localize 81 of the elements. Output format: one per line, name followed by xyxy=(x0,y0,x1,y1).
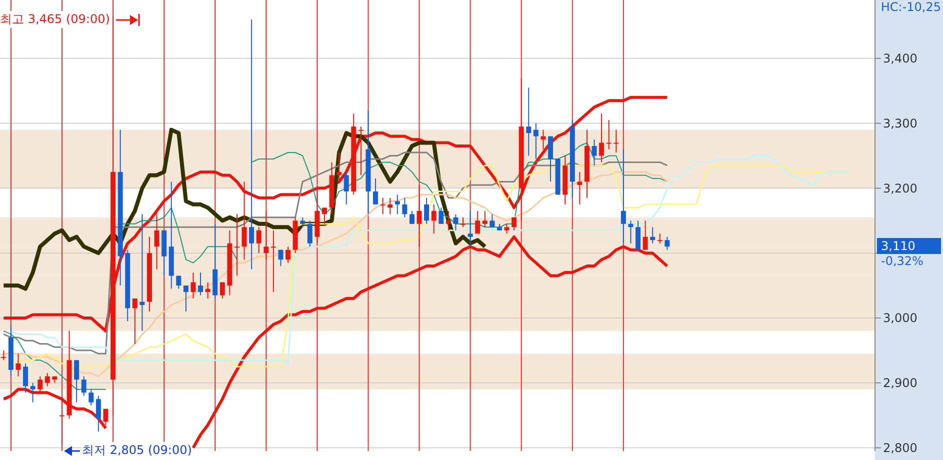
candlestick xyxy=(344,171,349,205)
candlestick xyxy=(614,129,619,153)
y-tick-label: 3,000 xyxy=(883,311,918,326)
candlestick xyxy=(190,272,196,300)
candlestick xyxy=(380,197,386,215)
candlestick xyxy=(373,178,378,205)
candlestick xyxy=(220,282,225,300)
candlestick xyxy=(512,216,517,231)
candlestick xyxy=(322,207,327,224)
candlestick xyxy=(256,226,262,254)
y-tick-label: 2,900 xyxy=(883,376,918,390)
candlestick xyxy=(475,210,480,234)
candlestick xyxy=(183,285,188,312)
candlestick xyxy=(409,210,414,224)
candlestick xyxy=(198,272,204,296)
candlestick xyxy=(490,214,495,228)
candlestick xyxy=(416,184,422,248)
candlestick xyxy=(540,129,546,150)
candlestick xyxy=(628,220,634,244)
candlestick xyxy=(431,204,436,234)
y-tick-label: 3,300 xyxy=(883,116,918,131)
candlestick xyxy=(16,353,21,377)
candlestick xyxy=(154,210,160,270)
candlestick xyxy=(1,350,6,361)
line-series xyxy=(2,152,668,354)
candlestick xyxy=(620,148,626,244)
candlestick xyxy=(606,120,612,150)
candlestick xyxy=(446,210,451,231)
candlestick xyxy=(30,382,36,403)
candlestick xyxy=(664,236,670,250)
candlestick xyxy=(657,233,662,244)
candlestick xyxy=(81,376,86,396)
candlestick xyxy=(307,220,312,248)
annotation: 최고 3,465 (09:00) xyxy=(0,11,110,28)
text: -0,32% xyxy=(881,254,924,268)
candlestick xyxy=(249,18,254,270)
candlestick xyxy=(358,126,364,176)
candlestick xyxy=(242,181,247,260)
candlestick xyxy=(132,298,138,344)
candlestick xyxy=(504,223,510,234)
candlestick xyxy=(636,220,641,250)
candlestick xyxy=(468,210,473,248)
annotation: 최저 2,805 (09:00) xyxy=(82,442,192,459)
candlestick xyxy=(103,408,108,426)
candlestick xyxy=(402,197,408,218)
text: 3,110 xyxy=(877,238,941,254)
text: HC:-10,25 xyxy=(880,0,941,14)
candlestick xyxy=(453,214,458,231)
candlestick xyxy=(388,197,393,215)
candlestick xyxy=(438,207,444,224)
candlestick xyxy=(548,136,554,182)
candlestick xyxy=(59,395,64,446)
candlestick xyxy=(74,360,80,403)
candlestick xyxy=(533,122,538,160)
candlestick xyxy=(44,372,50,387)
candlestick xyxy=(650,226,656,244)
candlestick xyxy=(526,87,532,156)
candlestick xyxy=(482,210,488,228)
candlestick xyxy=(394,194,400,215)
candlestick xyxy=(264,210,269,260)
candlestick xyxy=(38,376,43,394)
candlestick xyxy=(140,214,145,332)
candlestick xyxy=(577,171,582,205)
candlestick xyxy=(424,197,430,224)
candlestick xyxy=(205,282,210,300)
candlestick xyxy=(286,246,291,264)
y-tick-label: 3,400 xyxy=(883,52,918,66)
y-tick-label: 3,200 xyxy=(883,181,918,196)
candlestick xyxy=(88,388,94,406)
candlestick xyxy=(460,216,466,228)
candlestick xyxy=(336,152,342,182)
candlestick xyxy=(278,249,284,267)
candlestick xyxy=(234,214,240,276)
candlestick xyxy=(23,362,28,394)
candlestick xyxy=(300,216,306,228)
candlestick xyxy=(176,275,182,290)
candlestick xyxy=(96,395,101,432)
candlestick xyxy=(270,230,276,293)
candlestick xyxy=(592,139,597,166)
candlestick xyxy=(599,113,604,163)
y-tick-label: 2,800 xyxy=(883,441,918,456)
